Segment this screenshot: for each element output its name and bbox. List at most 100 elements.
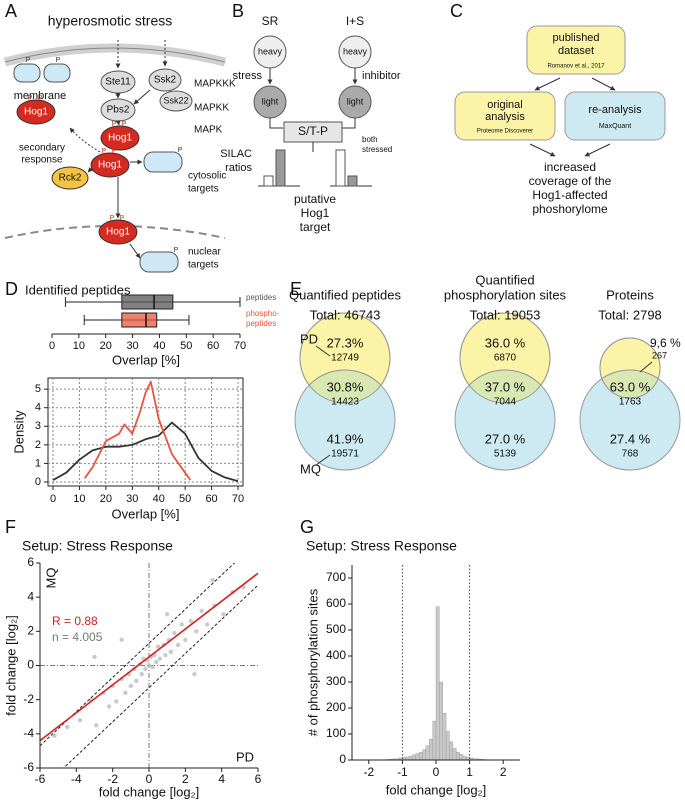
label: putative [294, 192, 336, 206]
x-tick-label: -2 [107, 772, 118, 786]
label: 36.0 % [485, 335, 526, 350]
phospho-label: P [110, 215, 115, 222]
panel-letter: D [5, 279, 18, 299]
label: analysis [485, 111, 525, 123]
bar [442, 713, 447, 761]
label: PD [300, 331, 318, 346]
point [146, 663, 152, 668]
cytosolic-target [143, 151, 183, 173]
point [134, 678, 139, 684]
x-tick-label: 20 [100, 340, 112, 352]
hog1-label: Hog1 [108, 133, 132, 144]
point [123, 690, 128, 696]
label: inhibitor [362, 70, 401, 82]
label: Romanov et al., 2017 [547, 64, 605, 70]
point [114, 699, 119, 704]
label: S/T-P [298, 124, 328, 138]
label: target [300, 220, 331, 234]
label: 7044 [494, 397, 517, 408]
point [172, 630, 177, 636]
point [94, 723, 99, 728]
label: re-analysis [588, 104, 642, 116]
label: 63.0 % [610, 379, 651, 394]
phospho-label: P [120, 215, 125, 222]
label: stress [233, 70, 263, 82]
x-tick-label: 70 [232, 493, 244, 505]
x-tick-label: 60 [207, 340, 219, 352]
density-line [83, 380, 192, 481]
kinase [159, 90, 193, 112]
label: increased [544, 160, 596, 174]
bar [432, 720, 437, 761]
series-label: peptides [246, 319, 276, 328]
bar [439, 681, 443, 761]
label: Total: 46743 [310, 307, 381, 322]
label: MaxQuant [599, 123, 631, 130]
label: ratios [225, 162, 252, 174]
y-axis-label: fold change [log₂] [3, 615, 18, 715]
bar [459, 754, 464, 761]
label: 12749 [331, 353, 359, 364]
point [154, 659, 159, 665]
nuclear-target [139, 251, 179, 273]
venn-pd-outline [599, 337, 661, 399]
hog1-label: Hog1 [106, 227, 130, 238]
y-tick-label: 2 [35, 439, 41, 451]
chart-title: Setup: Stress Response [306, 538, 457, 554]
x-axis-label: fold change [log₂] [99, 784, 199, 799]
label: Hog1 [301, 206, 330, 220]
box [121, 312, 158, 328]
x-tick-label: 0 [49, 340, 55, 352]
point [155, 644, 161, 649]
venn-pd-outline [299, 312, 391, 404]
chart-title: Identified peptides [25, 282, 131, 297]
point [204, 622, 210, 627]
label: MAPKK [194, 103, 229, 114]
arrow [87, 167, 93, 173]
y-tick-label: -2 [23, 692, 34, 706]
y-tick-label: 600 [326, 596, 346, 610]
label: targets [188, 260, 219, 271]
ratio-bar [347, 175, 358, 187]
y-axis-label: # of phosphorylation sites [305, 588, 320, 736]
point [143, 666, 148, 672]
label: Total: 19053 [470, 307, 541, 322]
point [163, 653, 168, 658]
bar [435, 606, 440, 761]
panel-letter: A [5, 1, 17, 21]
phospho-label: P [102, 148, 107, 155]
series-label: phospho- [246, 309, 280, 318]
x-tick-label: 20 [100, 493, 112, 505]
label: Hog1-affected [532, 188, 607, 202]
arrow [584, 143, 611, 157]
box [121, 294, 174, 310]
label: 27.4 % [610, 431, 651, 446]
arrow [133, 89, 151, 105]
hog1 [90, 152, 130, 178]
x-tick-label: 2 [500, 765, 507, 779]
arrow [529, 143, 556, 157]
connector [269, 118, 356, 129]
point [164, 612, 170, 617]
y-tick-label: 2 [27, 624, 34, 638]
bar [445, 731, 450, 761]
hog1 [98, 219, 138, 245]
label: 6870 [494, 353, 517, 364]
box [526, 25, 626, 75]
label: response [21, 155, 63, 166]
point [210, 577, 215, 583]
fit-line [40, 572, 258, 742]
panel-letter: F [5, 517, 16, 537]
phospho-label: P [112, 121, 117, 128]
label: 27.0 % [485, 431, 526, 446]
x-tick-label: 40 [153, 493, 165, 505]
bar [422, 749, 427, 761]
bar [408, 755, 413, 761]
x-tick-label: 70 [234, 340, 246, 352]
label: targets [188, 184, 219, 195]
label: light [262, 96, 279, 106]
chart-title: Setup: Stress Response [22, 538, 173, 554]
label: Proteome Discoverer [477, 129, 533, 135]
label: Total: 2798 [598, 307, 662, 322]
series-label: peptides [246, 293, 276, 302]
